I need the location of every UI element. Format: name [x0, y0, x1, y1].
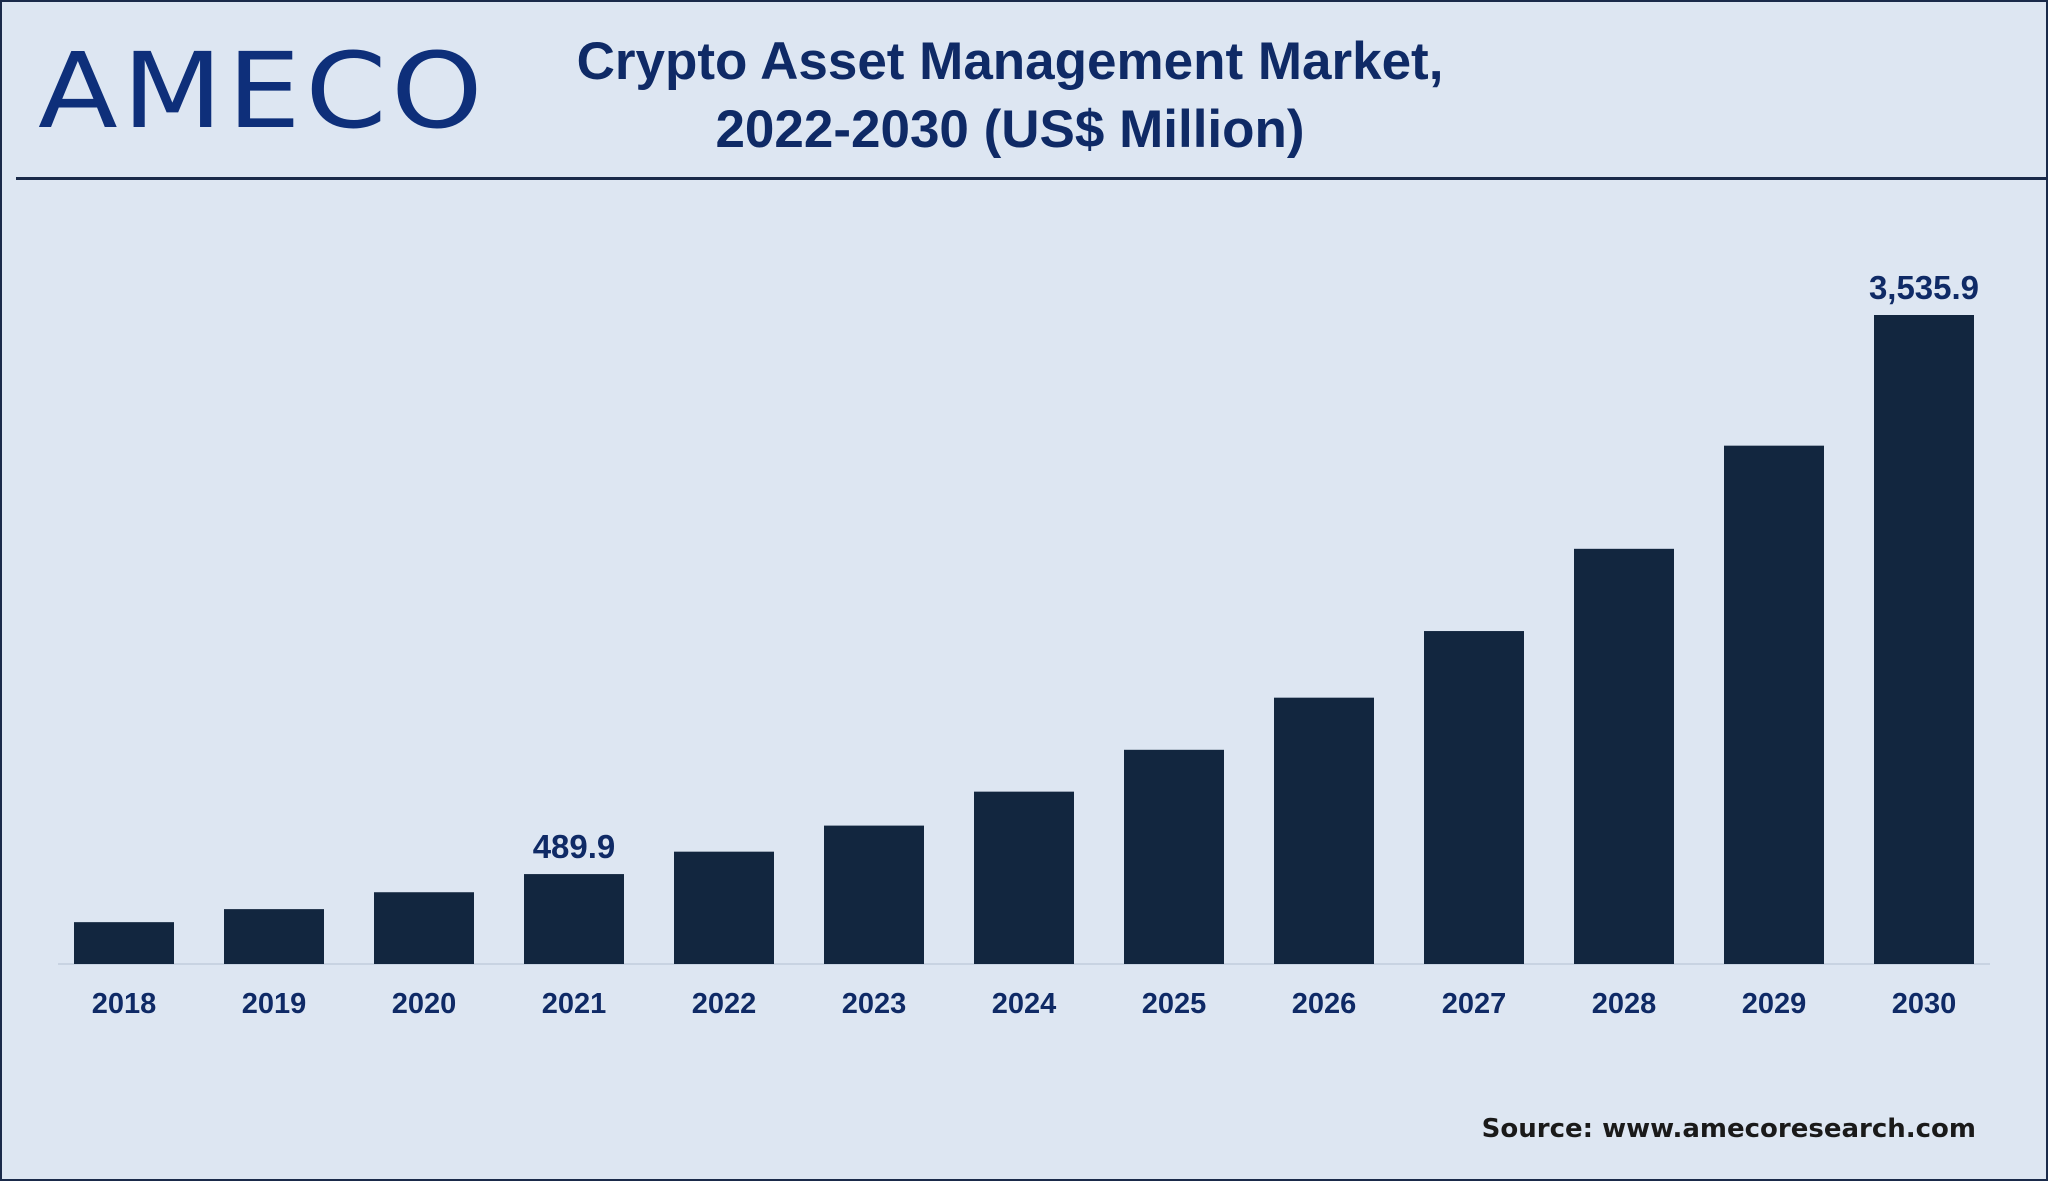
x-tick-label: 2025 — [1142, 988, 1207, 1020]
bar-2028 — [1574, 548, 1674, 964]
title-line-2: 2022-2030 (US$ Million) — [715, 100, 1305, 159]
source-note: Source: www.amecoresearch.com — [1481, 1114, 1976, 1144]
x-tick-label: 2026 — [1292, 988, 1357, 1020]
x-tick-label: 2024 — [992, 988, 1057, 1020]
bar-2030 — [1874, 315, 1974, 964]
bar-2021 — [524, 874, 624, 964]
bar-2018 — [74, 922, 174, 964]
x-tick-label: 2018 — [92, 988, 157, 1020]
data-label-2021: 489.9 — [533, 828, 616, 865]
bar-2019 — [224, 909, 324, 964]
bar-2025 — [1124, 749, 1224, 964]
x-tick-label: 2023 — [842, 988, 907, 1020]
bar-2027 — [1424, 631, 1524, 964]
bar-2026 — [1274, 697, 1374, 964]
ameco-logo: AMECO — [38, 30, 488, 152]
x-tick-label: 2022 — [692, 988, 757, 1020]
header-divider — [16, 177, 2048, 180]
x-tick-label: 2029 — [1742, 988, 1807, 1020]
data-label-2030: 3,535.9 — [1869, 269, 1979, 306]
x-tick-label: 2020 — [392, 988, 457, 1020]
bar-2020 — [374, 892, 474, 964]
bar-2029 — [1724, 445, 1824, 964]
x-tick-label: 2027 — [1442, 988, 1507, 1020]
bar-2024 — [974, 791, 1074, 964]
chart-title: Crypto Asset Management Market, 2022-203… — [480, 28, 1540, 164]
x-tick-label: 2028 — [1592, 988, 1657, 1020]
bar-2022 — [674, 851, 774, 964]
x-tick-label: 2019 — [242, 988, 307, 1020]
title-line-1: Crypto Asset Management Market, — [576, 32, 1444, 91]
bar-2023 — [824, 825, 924, 964]
x-tick-label: 2021 — [542, 988, 607, 1020]
x-tick-label: 2030 — [1892, 988, 1957, 1020]
